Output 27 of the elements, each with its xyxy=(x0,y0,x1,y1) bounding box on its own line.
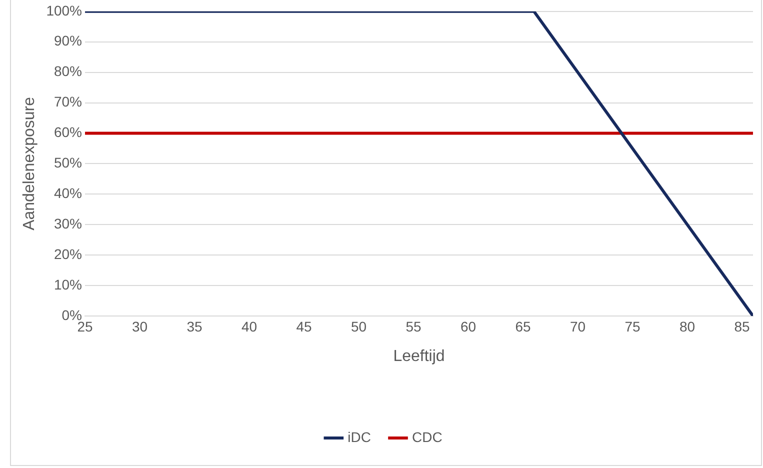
y-tick-label: 50% xyxy=(54,154,82,171)
x-tick-label: 40 xyxy=(241,318,258,334)
x-tick-label: 60 xyxy=(460,318,476,334)
y-tick-label: 60% xyxy=(54,124,82,140)
y-tick-label: 100% xyxy=(46,2,82,18)
x-tick-label: 70 xyxy=(570,318,586,334)
x-tick-label: 35 xyxy=(186,318,203,334)
y-tick-label: 80% xyxy=(54,63,82,80)
y-tick-label: 70% xyxy=(54,94,82,110)
x-tick-label: 85 xyxy=(734,318,750,334)
y-tick-label: 30% xyxy=(54,215,82,232)
x-tick-label: 55 xyxy=(406,318,422,334)
x-tick-label: 50 xyxy=(350,318,367,334)
legend-label: CDC xyxy=(412,428,442,445)
x-tick-label: 30 xyxy=(132,318,148,334)
y-axis-title: Aandelenexposure xyxy=(21,96,38,230)
x-axis-title: Leeftijd xyxy=(393,348,445,365)
y-tick-label: 10% xyxy=(54,276,82,292)
y-tick-label: 20% xyxy=(54,246,82,262)
x-tick-label: 75 xyxy=(624,318,641,334)
y-tick-label: 90% xyxy=(54,32,82,49)
x-tick-label: 80 xyxy=(680,318,696,334)
y-tick-label: 40% xyxy=(54,185,82,202)
legend-label: iDC xyxy=(348,428,372,445)
y-tick-label: 0% xyxy=(62,306,82,323)
x-tick-label: 65 xyxy=(515,318,532,334)
x-tick-label: 45 xyxy=(296,318,312,334)
